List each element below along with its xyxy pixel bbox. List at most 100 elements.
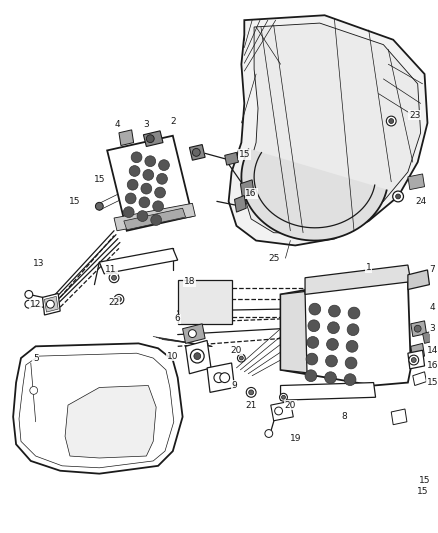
Text: 7: 7 [430, 265, 435, 274]
Text: 21: 21 [245, 401, 257, 409]
Polygon shape [281, 292, 307, 373]
Circle shape [191, 349, 204, 363]
Circle shape [139, 197, 150, 208]
Circle shape [393, 191, 403, 202]
Circle shape [30, 386, 38, 394]
Text: 20: 20 [231, 346, 242, 355]
Text: 8: 8 [341, 413, 347, 422]
Polygon shape [186, 341, 211, 374]
Circle shape [328, 305, 340, 317]
Text: 4: 4 [430, 303, 435, 312]
Circle shape [305, 370, 317, 382]
Polygon shape [408, 174, 424, 190]
Circle shape [129, 166, 140, 176]
Text: 10: 10 [167, 352, 179, 361]
Text: 15: 15 [419, 476, 430, 485]
Text: 11: 11 [106, 265, 117, 274]
Circle shape [237, 354, 245, 362]
Polygon shape [281, 383, 375, 400]
Circle shape [409, 355, 419, 365]
Polygon shape [42, 294, 60, 315]
Text: 22: 22 [109, 298, 120, 307]
Circle shape [131, 152, 142, 163]
Circle shape [192, 149, 200, 156]
Polygon shape [183, 324, 205, 343]
Text: 1: 1 [366, 263, 371, 272]
Text: 20: 20 [285, 401, 296, 409]
Polygon shape [411, 321, 427, 336]
Polygon shape [45, 296, 58, 312]
Circle shape [327, 338, 338, 350]
Circle shape [25, 300, 33, 308]
Circle shape [95, 203, 103, 210]
Circle shape [141, 183, 152, 194]
Polygon shape [99, 248, 178, 274]
Text: 16: 16 [245, 189, 257, 198]
Circle shape [282, 395, 286, 399]
Text: 9: 9 [232, 381, 237, 390]
Circle shape [265, 430, 273, 438]
Text: 15: 15 [417, 487, 428, 496]
Circle shape [137, 211, 148, 221]
Bar [178, 280, 232, 324]
Circle shape [325, 355, 337, 367]
Text: 15: 15 [94, 175, 105, 184]
Polygon shape [408, 350, 424, 369]
Polygon shape [244, 23, 420, 233]
Circle shape [109, 273, 119, 282]
Circle shape [414, 325, 421, 332]
Circle shape [46, 300, 54, 308]
Polygon shape [207, 363, 234, 392]
Circle shape [155, 187, 166, 198]
Polygon shape [229, 15, 427, 245]
Polygon shape [114, 203, 195, 231]
Circle shape [127, 179, 138, 190]
Polygon shape [281, 278, 411, 385]
Circle shape [389, 119, 394, 124]
Circle shape [25, 290, 33, 298]
Circle shape [347, 324, 359, 336]
Circle shape [307, 336, 319, 348]
Circle shape [220, 373, 230, 383]
Circle shape [240, 356, 244, 360]
Circle shape [325, 372, 336, 384]
Circle shape [151, 215, 162, 225]
Polygon shape [234, 196, 246, 212]
Circle shape [194, 353, 201, 360]
Text: 24: 24 [415, 197, 426, 206]
Circle shape [308, 320, 320, 332]
Polygon shape [13, 343, 183, 474]
Polygon shape [124, 208, 186, 230]
Circle shape [159, 160, 170, 171]
Text: 16: 16 [427, 361, 438, 370]
Circle shape [153, 201, 163, 212]
Circle shape [157, 173, 167, 184]
Text: 25: 25 [268, 254, 279, 263]
Text: 13: 13 [33, 259, 44, 268]
Circle shape [214, 373, 224, 383]
Polygon shape [271, 401, 293, 421]
Circle shape [344, 374, 356, 385]
Circle shape [114, 294, 124, 304]
Circle shape [306, 353, 318, 365]
Text: 3: 3 [144, 120, 149, 130]
Polygon shape [119, 130, 134, 146]
Circle shape [188, 330, 196, 337]
Circle shape [117, 297, 121, 302]
Polygon shape [240, 180, 254, 197]
Text: 6: 6 [175, 314, 180, 324]
Circle shape [124, 207, 134, 217]
Circle shape [246, 387, 256, 397]
Circle shape [346, 341, 358, 352]
Circle shape [345, 357, 357, 369]
Text: 4: 4 [114, 120, 120, 130]
Text: 3: 3 [430, 324, 435, 333]
Circle shape [143, 169, 154, 180]
Polygon shape [286, 282, 405, 381]
Text: 19: 19 [290, 434, 301, 443]
Circle shape [279, 393, 287, 401]
Polygon shape [408, 270, 429, 289]
Polygon shape [143, 131, 163, 147]
Polygon shape [65, 385, 156, 458]
Polygon shape [423, 330, 436, 343]
